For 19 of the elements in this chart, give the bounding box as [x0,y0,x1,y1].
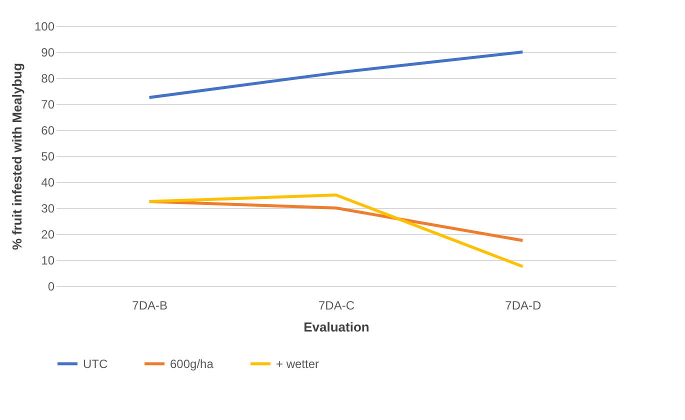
x-axis-title: Evaluation [304,320,370,334]
y-tick-label: 80 [41,72,55,86]
y-tick-label: 20 [41,228,55,242]
y-tick-label: 90 [41,46,55,60]
y-tick-label: 0 [48,280,55,294]
y-tick-label: 100 [34,20,55,34]
y-tick-label: 70 [41,98,55,112]
x-tick-label: 7DA-C [318,298,355,312]
y-axis-title: % fruit infested with Mealybug [9,62,24,250]
legend-label: + wetter [276,356,320,371]
y-tick-label: 10 [41,254,55,268]
y-tick-label: 60 [41,124,55,138]
legend-label: 600g/ha [170,356,214,371]
y-tick-label: 50 [41,150,55,164]
legend-label: UTC [83,356,108,371]
y-tick-label: 40 [41,176,55,190]
x-tick-label: 7DA-D [505,298,542,312]
y-tick-label: 30 [41,202,55,216]
x-tick-label: 7DA-B [132,298,168,312]
